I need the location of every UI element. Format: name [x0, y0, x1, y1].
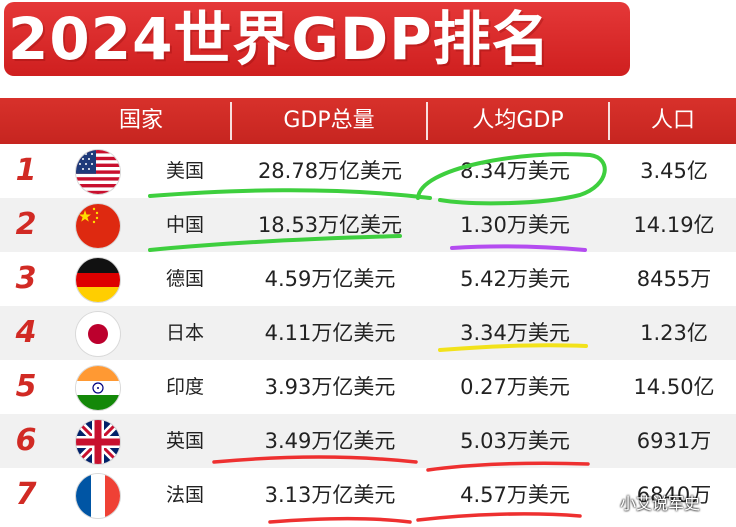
- country-name: 英国: [165, 430, 204, 452]
- title-plate: [4, 2, 630, 76]
- country-name: 日本: [165, 322, 204, 344]
- gdp-total: 28.78万亿美元: [257, 159, 403, 183]
- watermark: 小艾说军史: [620, 494, 701, 513]
- table-row: 6 英国 3.49万亿美元 5.03万美元 6931万: [0, 414, 736, 468]
- gdp-total: 4.11万亿美元: [264, 321, 396, 345]
- header-divider: [230, 102, 232, 140]
- usa-flag-icon: [76, 150, 120, 194]
- india-flag-icon: [76, 366, 120, 410]
- gdp-per-capita: 5.42万美元: [460, 267, 570, 291]
- gdp-total: 3.13万亿美元: [264, 483, 396, 507]
- gdp-per-capita: 4.57万美元: [460, 483, 570, 507]
- country-name: 中国: [165, 214, 204, 236]
- gdp-per-capita: 1.30万美元: [460, 213, 570, 237]
- header-country: 国家: [118, 108, 163, 133]
- gdp-total: 3.49万亿美元: [264, 429, 396, 453]
- header-per-capita: 人均GDP: [472, 108, 564, 133]
- table-row: 2 中国 18.53万亿美元 1.30万美元 14.19亿: [0, 198, 736, 252]
- country-name: 德国: [165, 268, 204, 290]
- rank-number: 1: [15, 153, 37, 188]
- gdp-per-capita: 5.03万美元: [460, 429, 570, 453]
- rank-number: 3: [15, 261, 37, 296]
- table-row: 7 法国 3.13万亿美元 4.57万美元 6840万: [0, 468, 736, 522]
- population: 6840万: [636, 483, 712, 507]
- gdp-total: 4.59万亿美元: [264, 267, 396, 291]
- title-bar: 2024世界GDP排名: [0, 0, 736, 88]
- gdp-per-capita: 0.27万美元: [460, 375, 570, 399]
- table-row: 5 印度 3.93万亿美元 0.27万美元 14.50亿: [0, 360, 736, 414]
- uk-flag-icon: [76, 420, 120, 464]
- page-title: 2024世界GDP排名: [8, 5, 551, 73]
- table-row: 4 日本 4.11万亿美元 3.34万美元 1.23亿: [0, 306, 736, 360]
- gdp-per-capita: 3.34万美元: [460, 321, 570, 345]
- population: 14.50亿: [633, 375, 715, 399]
- header-population: 人口: [650, 108, 695, 133]
- rank-number: 6: [15, 423, 37, 458]
- rank-number: 7: [15, 477, 37, 512]
- table-row: 1: [0, 144, 736, 198]
- table-row: 3 德国 4.59万亿美元 5.42万美元 8455万: [0, 252, 736, 306]
- rank-number: 2: [15, 207, 37, 242]
- country-name: 法国: [165, 484, 204, 506]
- china-flag-icon: [76, 204, 120, 248]
- japan-flag-icon: [76, 312, 120, 356]
- gdp-per-capita: 8.34万美元: [460, 159, 570, 183]
- population: 14.19亿: [633, 213, 715, 237]
- population: 6931万: [636, 429, 712, 453]
- population: 1.23亿: [640, 321, 708, 345]
- country-name: 美国: [165, 160, 204, 182]
- header-divider: [608, 102, 610, 140]
- country-name: 印度: [165, 376, 204, 398]
- table-header: 国家 GDP总量 人均GDP 人口: [0, 98, 736, 144]
- population: 8455万: [636, 267, 712, 291]
- gdp-total: 18.53万亿美元: [257, 213, 403, 237]
- rank-number: 4: [15, 315, 37, 350]
- rank-number: 5: [15, 369, 37, 404]
- header-gdp: GDP总量: [283, 108, 375, 133]
- gdp-total: 3.93万亿美元: [264, 375, 396, 399]
- france-flag-icon: [76, 474, 120, 518]
- population: 3.45亿: [640, 159, 708, 183]
- header-divider: [426, 102, 428, 140]
- germany-flag-icon: [76, 258, 120, 302]
